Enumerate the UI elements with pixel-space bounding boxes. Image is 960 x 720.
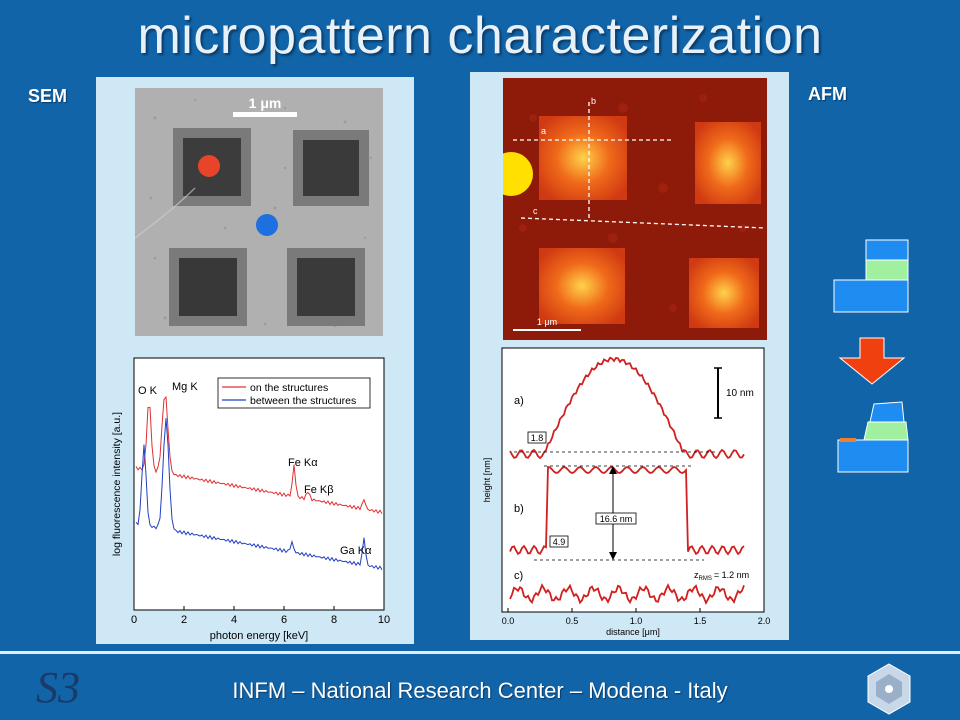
afm-line-c: c bbox=[533, 206, 538, 216]
afm-image: a b c 1 μm bbox=[503, 78, 767, 340]
sem-label: SEM bbox=[28, 86, 68, 106]
afm-line-b: b bbox=[591, 96, 596, 106]
afm-label: AFM bbox=[808, 84, 847, 104]
spectrum-x-label: photon energy [keV] bbox=[210, 630, 308, 642]
afm-bright-spot bbox=[503, 152, 533, 196]
spectrum-legend bbox=[217, 377, 371, 409]
afm-scale-label: 1 μm bbox=[537, 317, 557, 327]
afm-square bbox=[689, 258, 759, 328]
profile-scale-label: 10 nm bbox=[726, 388, 754, 399]
legend-entry-between: between the structures bbox=[250, 395, 356, 407]
profile-x-label: distance [μm] bbox=[606, 627, 660, 637]
profile-height-label: 16.6 nm bbox=[600, 514, 633, 524]
between-structures-marker bbox=[256, 214, 278, 236]
afm-square bbox=[539, 248, 625, 324]
footer-divider bbox=[0, 651, 960, 654]
profile-b bbox=[509, 466, 745, 556]
series-between-structures bbox=[135, 418, 383, 571]
spectrum-x-tick-label: 10 bbox=[378, 614, 390, 626]
profile-x-tick-label: 1.5 bbox=[694, 616, 707, 626]
slide-title: micropattern characterization bbox=[137, 7, 823, 65]
profile-x-tick-label: 0.5 bbox=[566, 616, 579, 626]
profile-step-b: 4.9 bbox=[553, 537, 566, 547]
annotation-mg-k: Mg K bbox=[172, 381, 198, 393]
profile-rms-label: zRMS = 1.2 nm bbox=[694, 570, 749, 582]
profile-x-tick-label: 2.0 bbox=[758, 616, 771, 626]
spectrum-chart: 0 2 4 6 8 10 on the structures between the st… bbox=[111, 357, 390, 642]
spectrum-y-label: log fluorescence intensity [a.u.] bbox=[111, 412, 123, 556]
spectrum-x-tick-label: 0 bbox=[131, 614, 137, 626]
series-on-structures bbox=[135, 395, 383, 515]
spectrum-x-tick-label: 8 bbox=[331, 614, 337, 626]
profile-x-tick-label: 0.0 bbox=[502, 616, 515, 626]
annotation-o-k: O K bbox=[138, 385, 158, 397]
profile-x-tick-label: 1.0 bbox=[630, 616, 643, 626]
afm-square bbox=[695, 122, 761, 204]
s3-logo: S3 bbox=[36, 663, 80, 712]
sem-image: 1 μm bbox=[135, 88, 383, 336]
process-diagram bbox=[833, 239, 909, 473]
profile-a bbox=[509, 356, 745, 460]
infm-logo-icon bbox=[867, 663, 911, 715]
profile-chart: 0.0 0.5 1.0 1.5 2.0 10 nm 16.6 nm 1.8 4.9 a)… bbox=[482, 347, 771, 637]
annotation-fe-kb: Fe Kβ bbox=[304, 484, 334, 496]
profile-c bbox=[509, 583, 745, 606]
profile-y-label: height [nm] bbox=[482, 458, 492, 503]
afm-square bbox=[539, 116, 627, 200]
spectrum-x-tick-label: 6 bbox=[281, 614, 287, 626]
profile-step-a: 1.8 bbox=[531, 433, 544, 443]
afm-line-a: a bbox=[541, 126, 546, 136]
profile-label-b: b) bbox=[514, 503, 524, 515]
annotation-fe-ka: Fe Kα bbox=[288, 457, 318, 469]
legend-entry-on: on the structures bbox=[250, 382, 328, 394]
spectrum-x-tick-label: 4 bbox=[231, 614, 237, 626]
footer-text: INFM – National Research Center – Modena… bbox=[232, 678, 728, 703]
annotation-ga-ka: Ga Kα bbox=[340, 545, 372, 557]
on-structure-marker bbox=[198, 155, 220, 177]
arrow-down-icon bbox=[838, 337, 906, 385]
spectrum-x-tick-label: 2 bbox=[181, 614, 187, 626]
profile-label-c: c) bbox=[514, 570, 523, 582]
sem-scale-label: 1 μm bbox=[249, 95, 282, 111]
profile-label-a: a) bbox=[514, 395, 524, 407]
